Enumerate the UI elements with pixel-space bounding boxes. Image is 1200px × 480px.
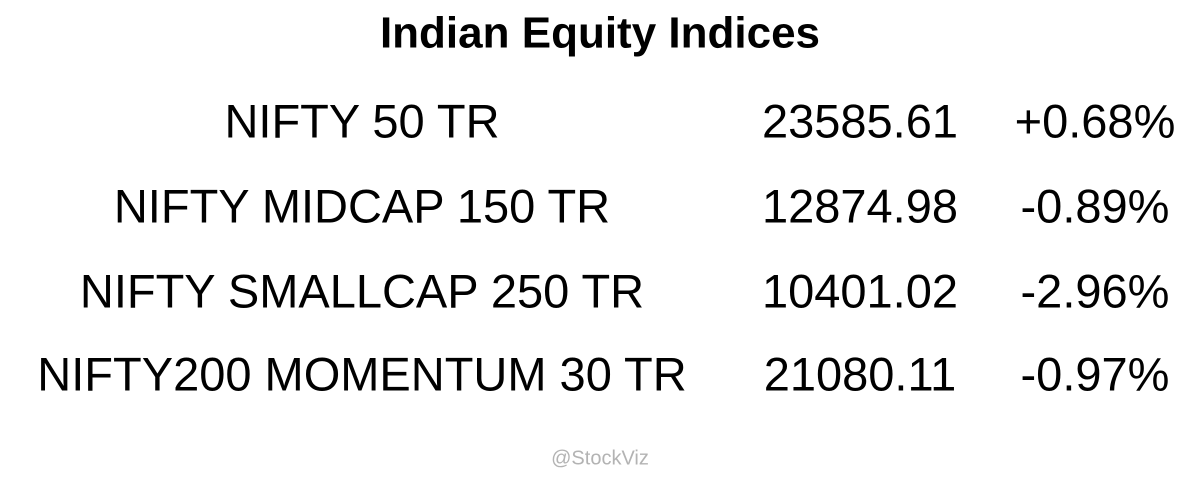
- index-name: NIFTY200 MOMENTUM 30 TR: [37, 347, 686, 400]
- index-change: -0.97%: [1021, 347, 1170, 400]
- index-name: NIFTY MIDCAP 150 TR: [114, 179, 610, 232]
- index-name: NIFTY 50 TR: [224, 94, 499, 147]
- index-change: -0.89%: [1021, 179, 1170, 232]
- footer: @StockViz: [551, 447, 649, 469]
- table: NIFTY 50 TR 23585.61 +0.68% NIFTY MIDCAP 15…: [37, 94, 1175, 400]
- index-change: -2.96%: [1021, 264, 1170, 317]
- index-change: +0.68%: [1015, 94, 1176, 147]
- index-value: 21080.11: [764, 347, 957, 400]
- index-value: 23585.61: [762, 94, 958, 147]
- title: Indian Equity Indices: [380, 9, 820, 58]
- index-value: 10401.02: [762, 264, 958, 317]
- index-value: 12874.98: [762, 179, 958, 232]
- index-name: NIFTY SMALLCAP 250 TR: [80, 264, 644, 317]
